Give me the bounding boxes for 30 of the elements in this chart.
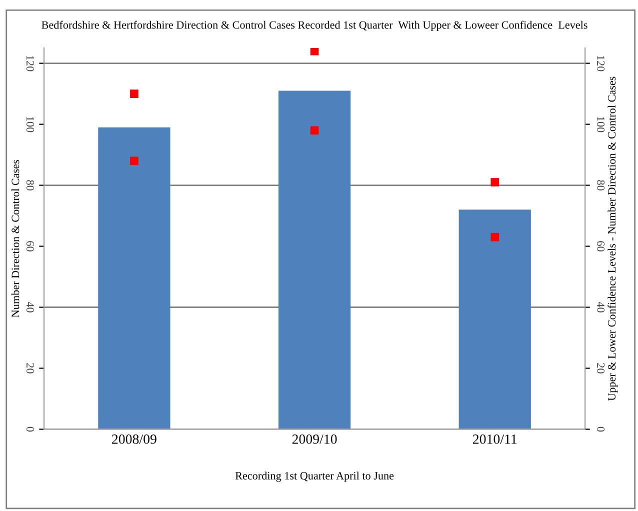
bar xyxy=(458,210,531,430)
point xyxy=(130,90,138,98)
point xyxy=(490,232,500,242)
y-tick-label: 40 xyxy=(26,302,34,312)
point xyxy=(490,178,500,186)
chart-title: Bedfordshire & Hertfordshire Direction & Control Cases Recorded 1st Quarter With Upper & Loweer Confidence Levels xyxy=(42,20,588,31)
y-tick-label: 20 xyxy=(26,363,34,374)
y2-tick-label: 40 xyxy=(597,302,605,312)
y2-tick-label: 80 xyxy=(597,180,605,190)
y2-tick-label: 100 xyxy=(597,116,605,132)
y-tick-label: 120 xyxy=(26,56,34,72)
bar xyxy=(278,90,351,430)
x-tick-label: 2010/11 xyxy=(472,434,517,444)
y2-tick-label: 60 xyxy=(597,241,605,252)
y2-tick-label: 120 xyxy=(597,56,605,72)
y-tick-label: 80 xyxy=(26,180,34,190)
x-axis-title: Recording 1st Quarter April to June xyxy=(235,472,394,482)
y2-tick-label: 0 xyxy=(597,426,605,432)
y2-tick-label: 20 xyxy=(597,363,605,374)
y-axis-title: Number Direction & Control Cases xyxy=(11,160,20,318)
y-tick-label: 100 xyxy=(26,116,34,132)
y2-axis-title: Upper & Lower Confidence Levels - Number Direction & Control Cases xyxy=(608,76,618,401)
bar xyxy=(98,127,170,430)
y-tick-label: 60 xyxy=(26,241,34,252)
point xyxy=(130,156,138,166)
x-tick-label: 2008/09 xyxy=(112,434,156,444)
point xyxy=(310,126,319,135)
y-tick-label: 0 xyxy=(26,426,34,432)
point xyxy=(310,48,319,56)
x-tick-label: 2009/10 xyxy=(292,434,337,444)
